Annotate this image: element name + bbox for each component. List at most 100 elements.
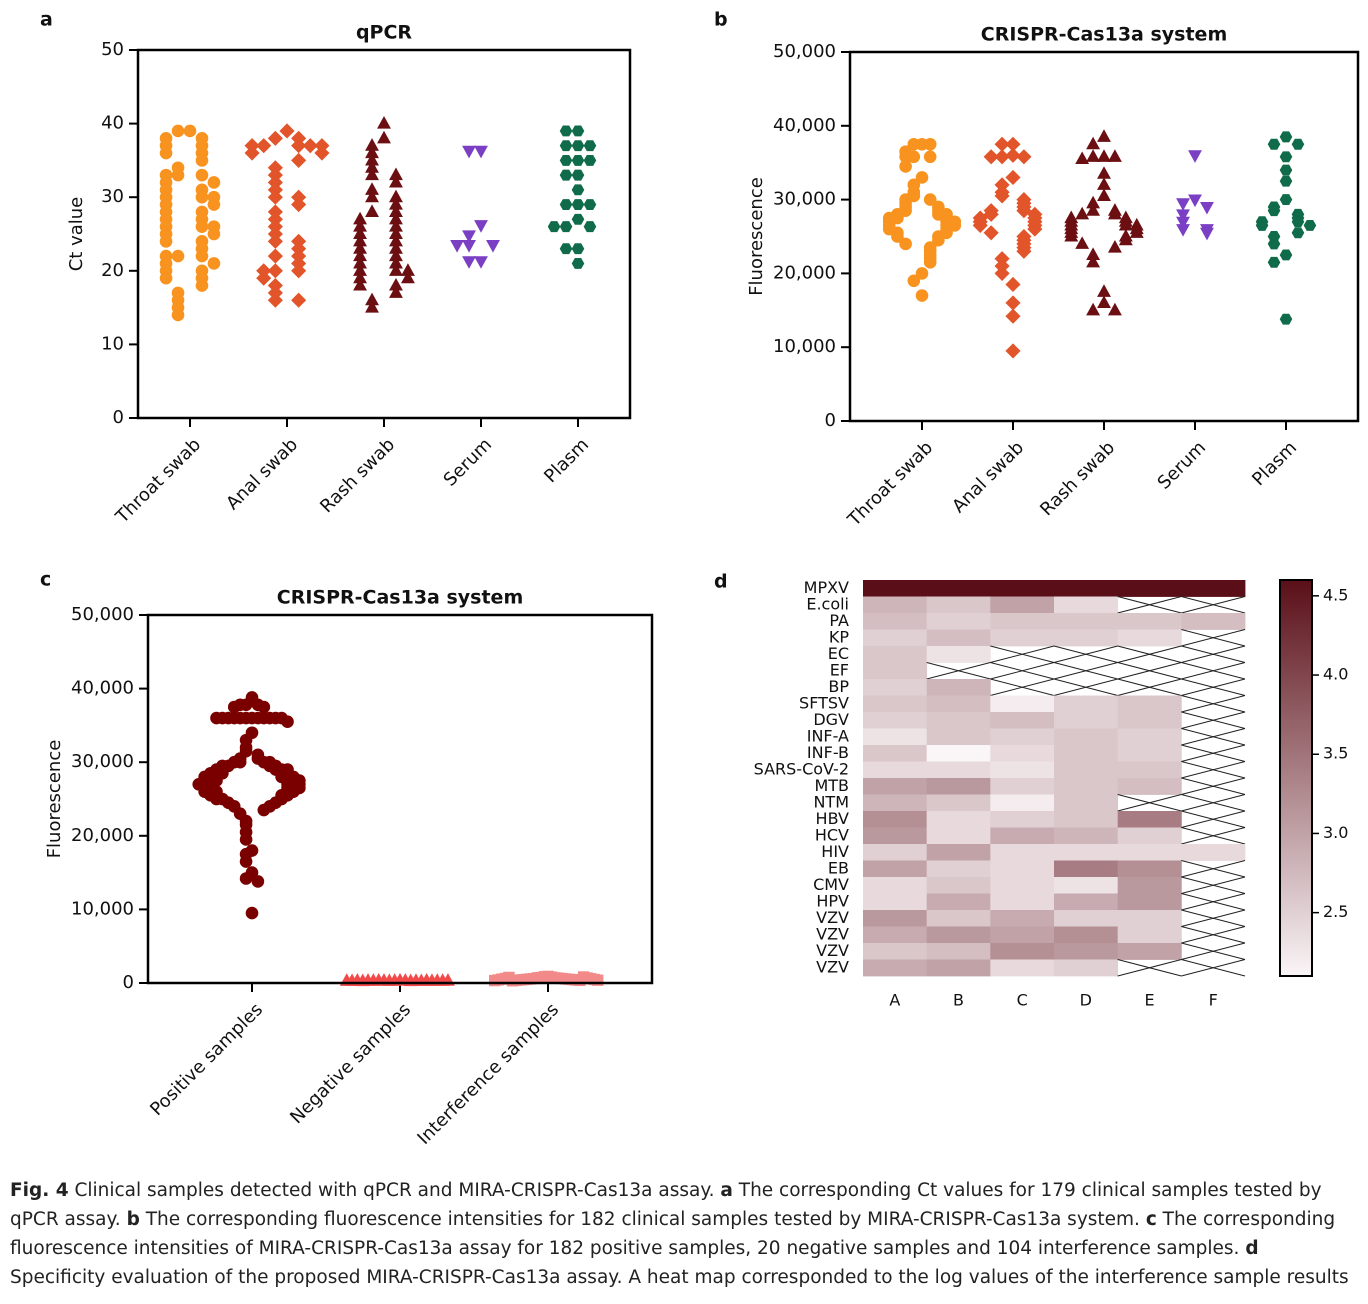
point [365,160,379,173]
heat-cell [990,580,1055,597]
heat-cell [863,728,928,746]
point [899,150,912,164]
colorbar-tick-label: 2.5 [1323,902,1348,921]
point [239,872,253,885]
heat-cell [863,844,928,861]
point [983,149,999,165]
point [171,168,185,182]
point [401,270,415,284]
empty-cell [1053,678,1118,696]
point [389,255,403,269]
colorbar-tick-label: 4.0 [1323,665,1348,684]
point [389,277,403,291]
point [1176,224,1190,237]
y-tick-label: 50,000 [773,41,836,62]
chart-title: CRISPR-Cas13a system [277,587,524,609]
y-tick-label: 0 [113,407,124,428]
caption-segment: The corresponding fluorescence intensiti… [139,1209,1146,1230]
point [389,204,403,217]
point [1255,219,1269,231]
point [1303,219,1317,231]
point [994,149,1010,165]
point [559,221,573,233]
point [1291,227,1305,239]
point [462,240,476,253]
empty-cell [1181,876,1246,894]
heat-cell [926,827,991,845]
point [1027,221,1043,237]
heat-cell [926,910,991,927]
point [1086,247,1101,260]
row-label: VZV [816,957,849,976]
point [389,219,403,232]
heat-cell [926,794,991,812]
empty-cell [1181,645,1246,663]
heat-cell [863,959,928,977]
row-label: SFTSV [799,693,849,712]
column-label: F [1209,991,1218,1010]
heat-cell [1117,695,1182,713]
x-tick-label: Positive samples [146,999,267,1120]
point [462,256,476,269]
x-tick-label: Interference samples [413,999,563,1149]
point [1097,149,1111,162]
y-axis-label: Fluorescence [746,177,767,296]
heat-cell [990,877,1055,894]
heat-cell [863,778,928,795]
point [571,199,585,211]
point [245,906,259,920]
point [559,140,573,152]
y-tick-label: 30,000 [773,189,836,210]
empty-cell [1181,909,1246,927]
point [195,168,209,182]
point [291,138,307,154]
point [915,171,929,184]
point [1107,302,1122,316]
point [257,700,271,714]
heat-cell [863,629,928,647]
point [389,211,403,225]
point [365,182,379,195]
heat-cell [926,811,991,828]
heat-cell [926,745,991,762]
heat-cell [1181,613,1246,630]
caption-segment: d [1245,1238,1259,1259]
point [1005,308,1021,324]
point [1086,136,1101,150]
y-tick-label: 20,000 [773,262,836,283]
x-tick-label: Negative samples [286,999,415,1128]
plot-frame [136,48,632,420]
heat-cell [863,943,928,960]
point [1086,195,1101,209]
point [353,226,367,240]
empty-cell [1117,645,1182,663]
point [462,145,476,159]
point [1086,149,1101,162]
heat-cell [926,679,991,696]
heat-cell [1054,959,1119,977]
heat-cell [863,695,928,713]
point [353,270,367,284]
row-label: INF-A [807,726,849,745]
heat-cell [1054,811,1119,828]
point [583,199,597,211]
heat-cell [1117,613,1182,630]
point [389,263,403,276]
empty-cell [1181,629,1246,647]
point [1005,343,1021,359]
empty-cell [1181,810,1246,828]
point [1107,206,1122,220]
row-label: EF [830,660,849,679]
heat-cell [1117,629,1182,647]
point [1118,217,1133,231]
point [389,241,403,254]
point [571,125,585,137]
point [291,263,307,279]
plot-frame [848,50,1360,423]
heat-cell [1117,827,1182,845]
x-tick-label: Plasm [540,434,593,487]
heat-cell [863,926,928,944]
point [1005,147,1021,163]
heat-cell [926,695,991,713]
point [1097,295,1111,308]
